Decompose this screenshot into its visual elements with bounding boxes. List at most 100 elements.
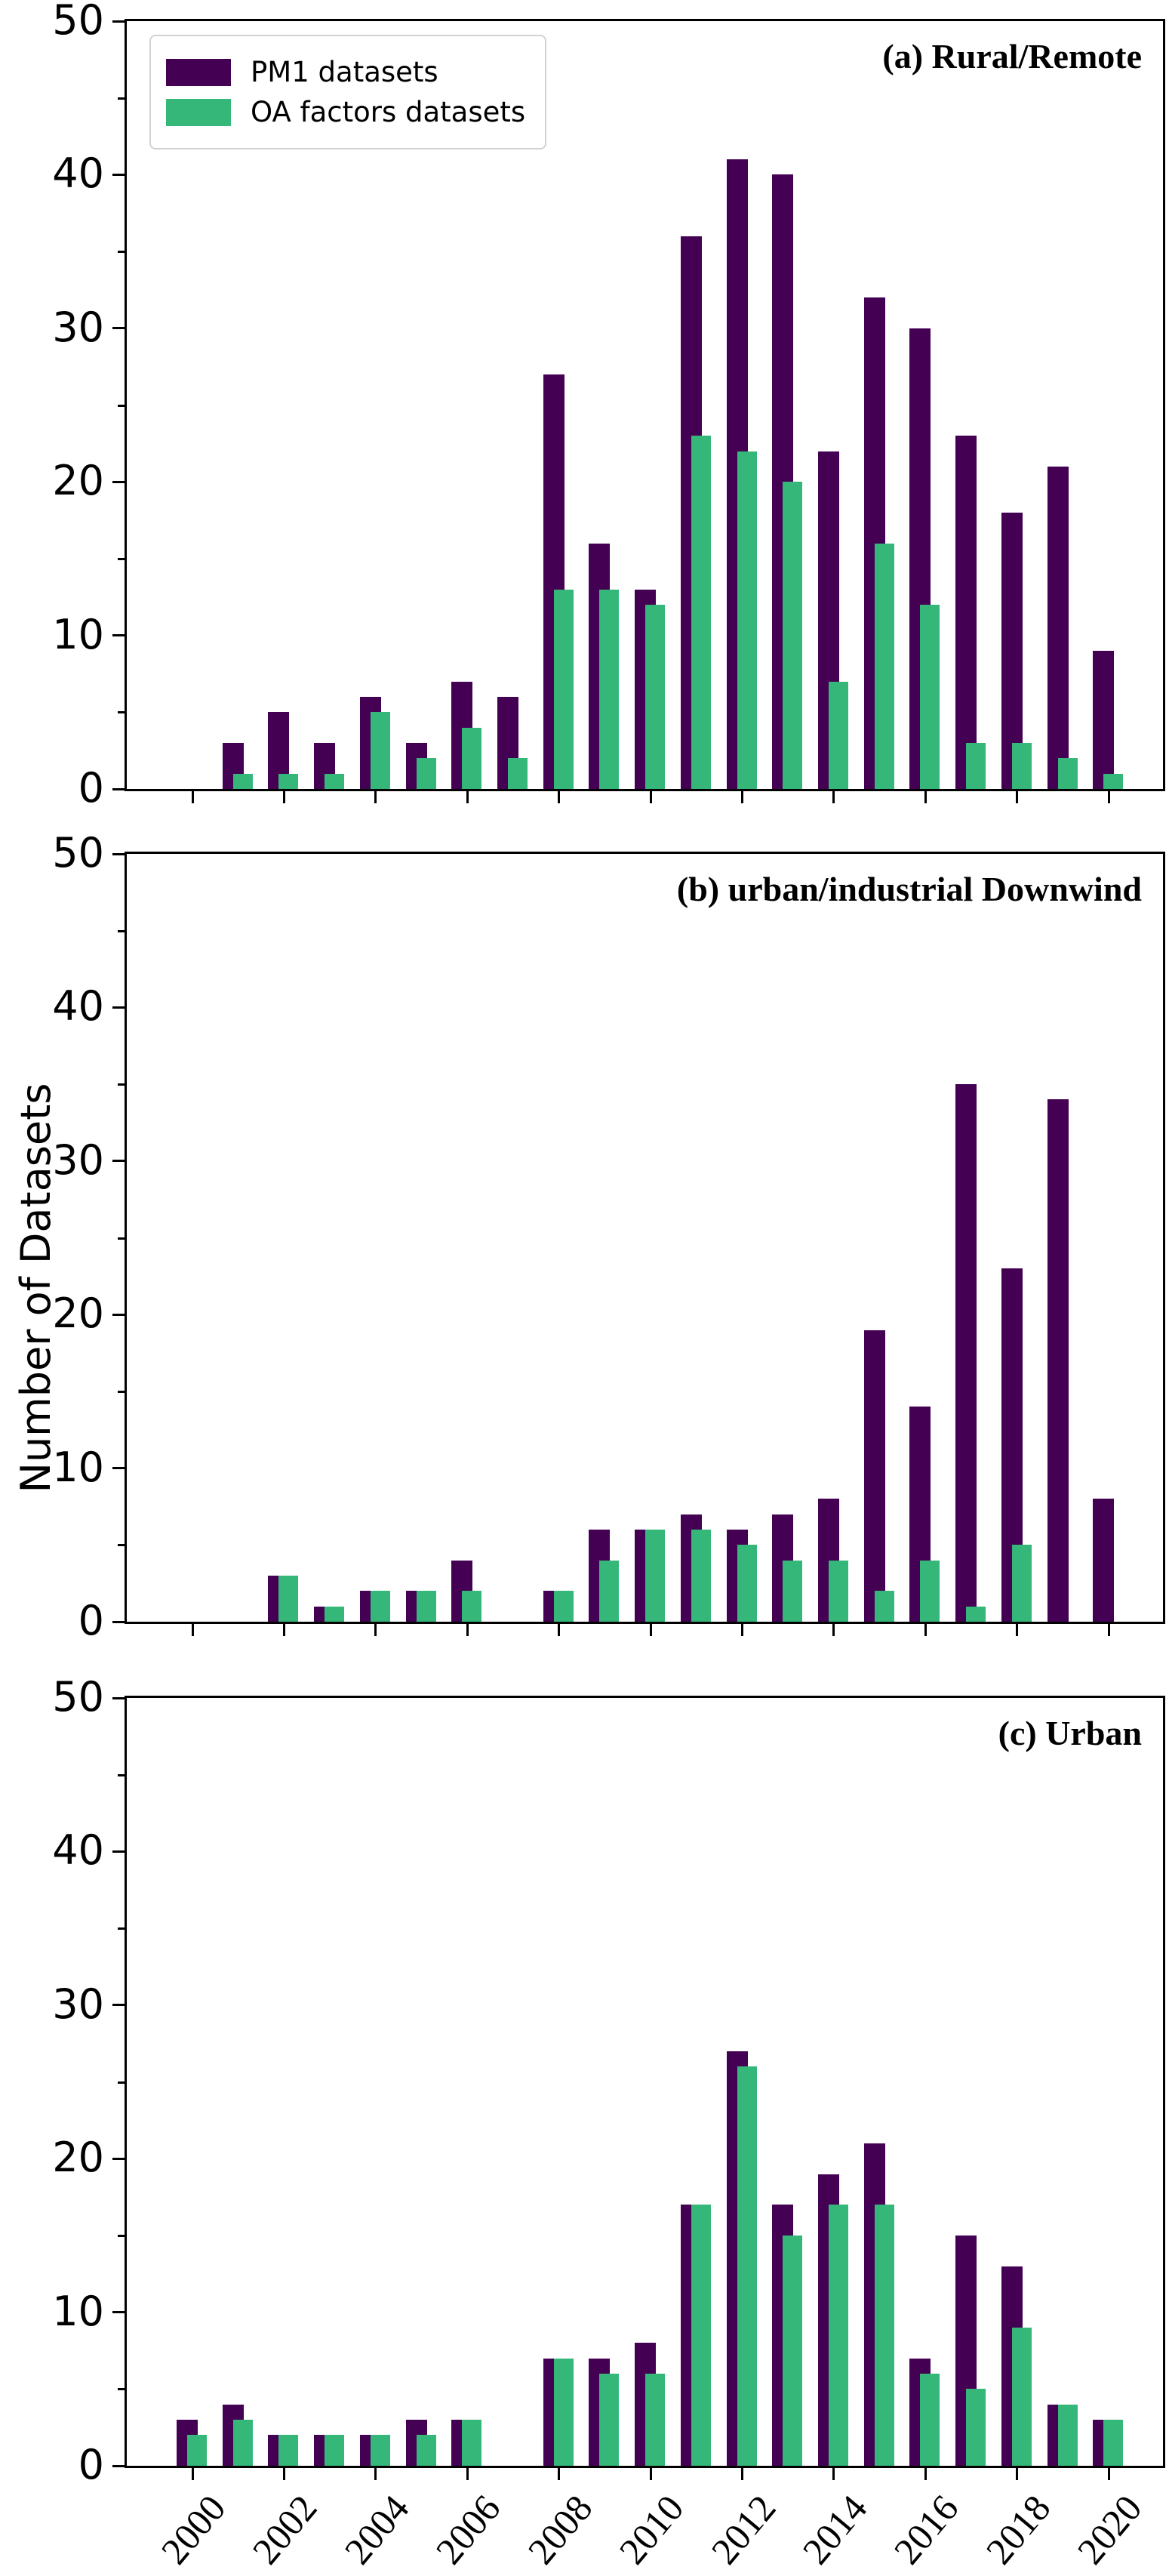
bar-oa-2018 [1011,1545,1032,1622]
x-tick [466,2468,469,2480]
y-minor-tick [118,557,125,560]
x-tick [649,791,652,803]
bar-oa-2018 [1011,2327,1032,2466]
bar-oa-2016 [920,1560,940,1622]
bar-pm1-2020 [1093,650,1115,789]
legend: PM1 datasets OA factors datasets [149,35,547,149]
x-tick [558,2468,561,2480]
y-minor-tick [118,929,125,932]
bar-oa-2006 [462,727,482,789]
bar-oa-2010 [645,1529,666,1622]
y-tick-label: 40 [52,1826,104,1875]
y-tick-label: 0 [78,2441,104,2488]
x-tick [924,791,927,803]
panel-a-plot: (a) Rural/Remote PM1 datasets OA factors… [52,0,1165,809]
bar-oa-2013 [783,1560,803,1622]
x-tick [1107,791,1110,803]
bar-oa-2002 [278,773,299,789]
x-tick-label-2002: 2002 [244,2487,326,2572]
y-major-tick [112,2157,125,2160]
x-tick [1016,2468,1019,2480]
bar-oa-2009 [599,589,620,789]
bar-oa-2020 [1103,773,1124,789]
bar-oa-2012 [737,1545,757,1622]
bar-oa-2020 [1103,2419,1124,2466]
x-tick [741,1624,744,1636]
bar-oa-2017 [966,2389,986,2466]
x-tick-label-2014: 2014 [794,2487,875,2572]
bar-oa-2013 [783,482,803,789]
bar-oa-2000 [187,2435,207,2466]
bar-pm1-2019 [1047,1099,1069,1622]
bar-pm1-2019 [1047,466,1069,789]
y-major-tick [112,1850,125,1853]
pm1-swatch-icon [166,58,231,86]
x-tick [282,2468,285,2480]
bar-oa-2007 [507,758,528,789]
bar-oa-2014 [828,681,848,789]
bar-oa-2009 [599,2373,620,2466]
x-tick [649,1624,652,1636]
bar-oa-2004 [370,712,390,789]
y-major-tick [112,787,125,790]
y-tick-label: 20 [52,2134,104,2182]
x-tick [741,791,744,803]
x-tick [741,2468,744,2480]
y-major-tick [112,1467,125,1470]
y-tick-label: 40 [52,149,104,198]
bar-oa-2017 [966,1606,986,1622]
y-major-tick [112,634,125,637]
x-tick [374,2468,377,2480]
bar-oa-2012 [737,2066,757,2466]
x-tick [466,1624,469,1636]
bar-oa-2002 [278,2435,299,2466]
y-major-tick [112,173,125,176]
y-major-tick [112,1620,125,1623]
bar-pm1-2020 [1093,1499,1115,1622]
x-tick-label-2016: 2016 [885,2487,968,2572]
x-tick [191,2468,194,2480]
bar-oa-2011 [691,436,711,789]
y-major-tick [112,20,125,23]
y-major-tick [112,1696,125,1699]
y-tick-label: 50 [52,1673,104,1721]
x-tick-label-2020: 2020 [1069,2487,1150,2572]
x-tick-label-2004: 2004 [336,2487,417,2572]
y-major-tick [112,852,125,855]
y-tick-label: 10 [52,2287,104,2335]
bar-oa-2005 [416,2435,436,2466]
panel-b-plot: (b) urban/industrial Downwind 0 10 20 30 40 5… [52,833,1165,1641]
legend-item-pm1: PM1 datasets [166,56,525,88]
bar-pm1-2017 [955,1084,977,1622]
y-minor-tick [118,404,125,407]
y-minor-tick [118,1083,125,1086]
y-minor-tick [118,1544,125,1547]
x-tick [1016,791,1019,803]
bar-pm1-2015 [863,1330,885,1622]
y-major-tick [112,2311,125,2314]
bar-oa-2002 [278,1575,299,1622]
bar-oa-2019 [1057,758,1078,789]
x-tick [374,791,377,803]
bar-oa-2005 [416,758,436,789]
bar-oa-2018 [1011,742,1032,789]
x-tick [832,1624,835,1636]
y-minor-tick [118,2081,125,2084]
x-tick [924,2468,927,2480]
bar-oa-2009 [599,1560,620,1622]
bar-oa-2012 [737,451,757,789]
y-tick-label: 20 [52,1290,104,1338]
bar-oa-2003 [325,773,345,789]
y-major-tick [112,1160,125,1163]
bar-oa-2015 [874,2205,894,2466]
bar-oa-2004 [370,2435,390,2466]
bar-oa-2011 [691,2205,711,2466]
y-major-tick [112,1313,125,1316]
panel-c-plot: (c) Urban 0 10 20 30 40 50 [52,1677,1165,2485]
bar-oa-2019 [1057,2404,1078,2466]
bar-oa-2004 [370,1591,390,1622]
bar-pm1-2017 [955,436,977,789]
bar-oa-2006 [462,1591,482,1622]
legend-label-oa: OA factors datasets [251,96,526,128]
